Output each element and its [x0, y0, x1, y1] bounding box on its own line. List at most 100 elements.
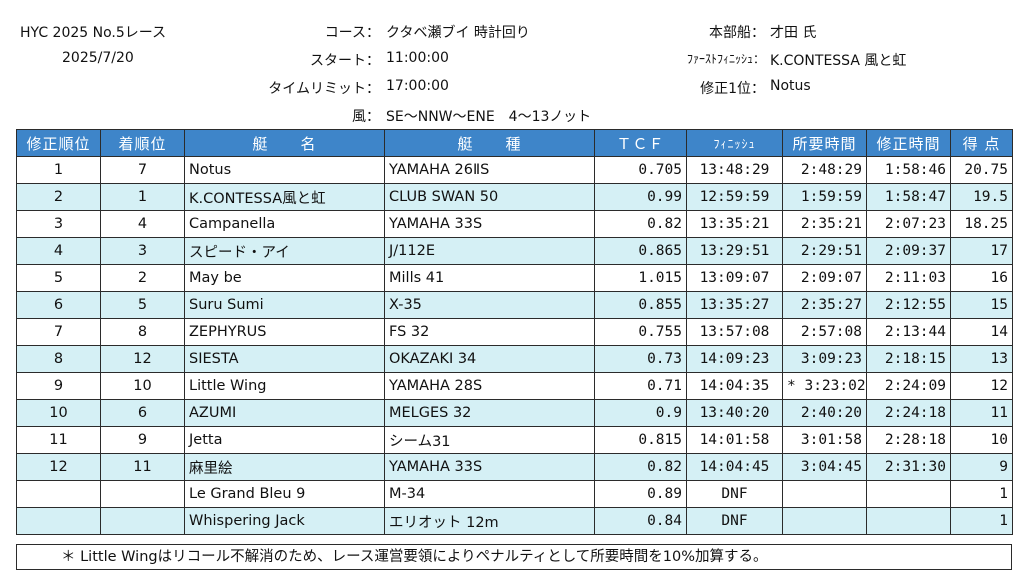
table-row: 5 2 May be Mills 41 1.015 13:09:07 2:09:07 2:11… — [16, 264, 1013, 292]
start-value: 11:00:00 — [386, 50, 449, 66]
corrected-time-cell — [866, 507, 951, 535]
table-row: 2 1 K.CONTESSA風と虹 CLUB SWAN 50 0.99 12:59:59 1… — [16, 183, 1013, 211]
boat-name-cell: ZEPHYRUS — [184, 318, 385, 346]
corrected-time-cell: 2:28:18 — [866, 426, 951, 454]
footnote: ＊ Little Wingはリコール不解消のため、レース運営要領によりペナルティ… — [16, 544, 1012, 570]
col-finish-rank: 着順位 — [100, 129, 185, 157]
finish-rank-cell: 11 — [100, 453, 185, 481]
corrected-rank-cell: 5 — [16, 264, 101, 292]
table-row: 8 12 SIESTA OKAZAKI 34 0.73 14:09:23 3:09:23 2:… — [16, 345, 1013, 373]
tcf-cell: 0.705 — [594, 156, 687, 184]
elapsed-time-cell: 2:48:29 — [782, 156, 867, 184]
points-cell: 13 — [950, 345, 1013, 373]
points-cell: 20.75 — [950, 156, 1013, 184]
boat-type-cell: J/112E — [384, 237, 595, 265]
finish-rank-cell — [100, 507, 185, 535]
col-points: 得 点 — [950, 129, 1013, 157]
finish-rank-cell: 7 — [100, 156, 185, 184]
tcf-cell: 0.865 — [594, 237, 687, 265]
corrected-time-cell: 1:58:47 — [866, 183, 951, 211]
boat-name-cell: SIESTA — [184, 345, 385, 373]
finish-time-cell: 13:35:27 — [686, 291, 783, 319]
finish-time-cell: 13:29:51 — [686, 237, 783, 265]
race-date: 2025/7/20 — [62, 50, 134, 66]
table-row: 1 7 Notus YAMAHA 26ⅡS 0.705 13:48:29 2:48:29 1:… — [16, 156, 1013, 184]
table-row: 7 8 ZEPHYRUS FS 32 0.755 13:57:08 2:57:08 2:13:… — [16, 318, 1013, 346]
finish-time-cell: DNF — [686, 507, 783, 535]
corrected-time-cell: 2:24:09 — [866, 372, 951, 400]
elapsed-time-cell: 2:09:07 — [782, 264, 867, 292]
corrected-rank-cell: 4 — [16, 237, 101, 265]
table-row: 4 3 スピード・アイ J/112E 0.865 13:29:51 2:29:51 2:09:… — [16, 237, 1013, 265]
elapsed-time-cell: 1:59:59 — [782, 183, 867, 211]
corrected-rank-cell: 9 — [16, 372, 101, 400]
corrected-time-cell: 2:11:03 — [866, 264, 951, 292]
time-limit-value: 17:00:00 — [386, 78, 449, 94]
boat-type-cell: FS 32 — [384, 318, 595, 346]
elapsed-time-cell: 3:04:45 — [782, 453, 867, 481]
col-elapsed-time: 所要時間 — [782, 129, 867, 157]
finish-time-cell: 13:09:07 — [686, 264, 783, 292]
corrected-rank-cell: 6 — [16, 291, 101, 319]
corrected-time-cell — [866, 480, 951, 508]
table-row: 9 10 Little Wing YAMAHA 28S 0.71 14:04:35 * 3:… — [16, 372, 1013, 400]
boat-name-cell: K.CONTESSA風と虹 — [184, 183, 385, 211]
table-row: 6 5 Suru Sumi X-35 0.855 13:35:27 2:35:27 2:12:… — [16, 291, 1013, 319]
elapsed-time-cell: 3:01:58 — [782, 426, 867, 454]
finish-rank-cell — [100, 480, 185, 508]
table-row: 12 11 麻里絵 YAMAHA 33S 0.82 14:04:45 3:04:45 2:31… — [16, 453, 1013, 481]
tcf-cell: 0.89 — [594, 480, 687, 508]
elapsed-time-cell: 2:35:27 — [782, 291, 867, 319]
table-header-row: 修正順位 着順位 艇 名 艇 種 ＴＣＦ ﾌｨﾆｯｼｭ 所要時間 修正時間 得 … — [16, 129, 1013, 157]
corrected-time-cell: 2:09:37 — [866, 237, 951, 265]
elapsed-time-cell: 2:35:21 — [782, 210, 867, 238]
start-label: スタート： — [310, 53, 380, 69]
points-cell: 10 — [950, 426, 1013, 454]
corrected-time-cell: 1:58:46 — [866, 156, 951, 184]
first-finish-value: K.CONTESSA 風と虹 — [770, 53, 907, 69]
col-finish-time: ﾌｨﾆｯｼｭ — [686, 129, 783, 157]
table-row: Le Grand Bleu 9 M-34 0.89 DNF 1 — [16, 480, 1013, 508]
boat-name-cell: Little Wing — [184, 372, 385, 400]
points-cell: 1 — [950, 507, 1013, 535]
corrected-rank-cell: 12 — [16, 453, 101, 481]
finish-time-cell: 14:04:45 — [686, 453, 783, 481]
table-row: 10 6 AZUMI MELGES 32 0.9 13:40:20 2:40:20 2:24:… — [16, 399, 1013, 427]
finish-rank-cell: 9 — [100, 426, 185, 454]
corrected-rank-cell: 1 — [16, 156, 101, 184]
elapsed-time-cell: 3:09:23 — [782, 345, 867, 373]
corrected-time-cell: 2:07:23 — [866, 210, 951, 238]
finish-time-cell: 14:01:58 — [686, 426, 783, 454]
elapsed-time-cell: * 3:23:02 — [782, 372, 867, 400]
boat-name-cell: 麻里絵 — [184, 453, 385, 481]
wind-value: SE～NNW～ENE 4～13ノット — [386, 109, 592, 125]
finish-time-cell: DNF — [686, 480, 783, 508]
boat-name-cell: Whispering Jack — [184, 507, 385, 535]
finish-time-cell: 13:35:21 — [686, 210, 783, 238]
boat-name-cell: Jetta — [184, 426, 385, 454]
finish-rank-cell: 6 — [100, 399, 185, 427]
boat-name-cell: Campanella — [184, 210, 385, 238]
corrected-time-cell: 2:31:30 — [866, 453, 951, 481]
finish-time-cell: 12:59:59 — [686, 183, 783, 211]
points-cell: 18.25 — [950, 210, 1013, 238]
corrected-rank-cell: 3 — [16, 210, 101, 238]
race-title: HYC 2025 No.5レース — [20, 25, 167, 41]
boat-type-cell: YAMAHA 26ⅡS — [384, 156, 595, 184]
tcf-cell: 0.815 — [594, 426, 687, 454]
committee-value: 才田 氏 — [770, 25, 817, 41]
finish-rank-cell: 12 — [100, 345, 185, 373]
tcf-cell: 1.015 — [594, 264, 687, 292]
finish-rank-cell: 2 — [100, 264, 185, 292]
corrected-rank-cell: 2 — [16, 183, 101, 211]
points-cell: 16 — [950, 264, 1013, 292]
boat-type-cell: OKAZAKI 34 — [384, 345, 595, 373]
points-cell: 19.5 — [950, 183, 1013, 211]
corrected-time-cell: 2:18:15 — [866, 345, 951, 373]
course-value: クタベ瀬ブイ 時計回り — [386, 25, 530, 41]
corrected-rank-cell: 8 — [16, 345, 101, 373]
boat-type-cell: エリオット 12m — [384, 507, 595, 535]
boat-name-cell: スピード・アイ — [184, 237, 385, 265]
corrected-rank-cell — [16, 507, 101, 535]
col-boat-name: 艇 名 — [184, 129, 385, 157]
